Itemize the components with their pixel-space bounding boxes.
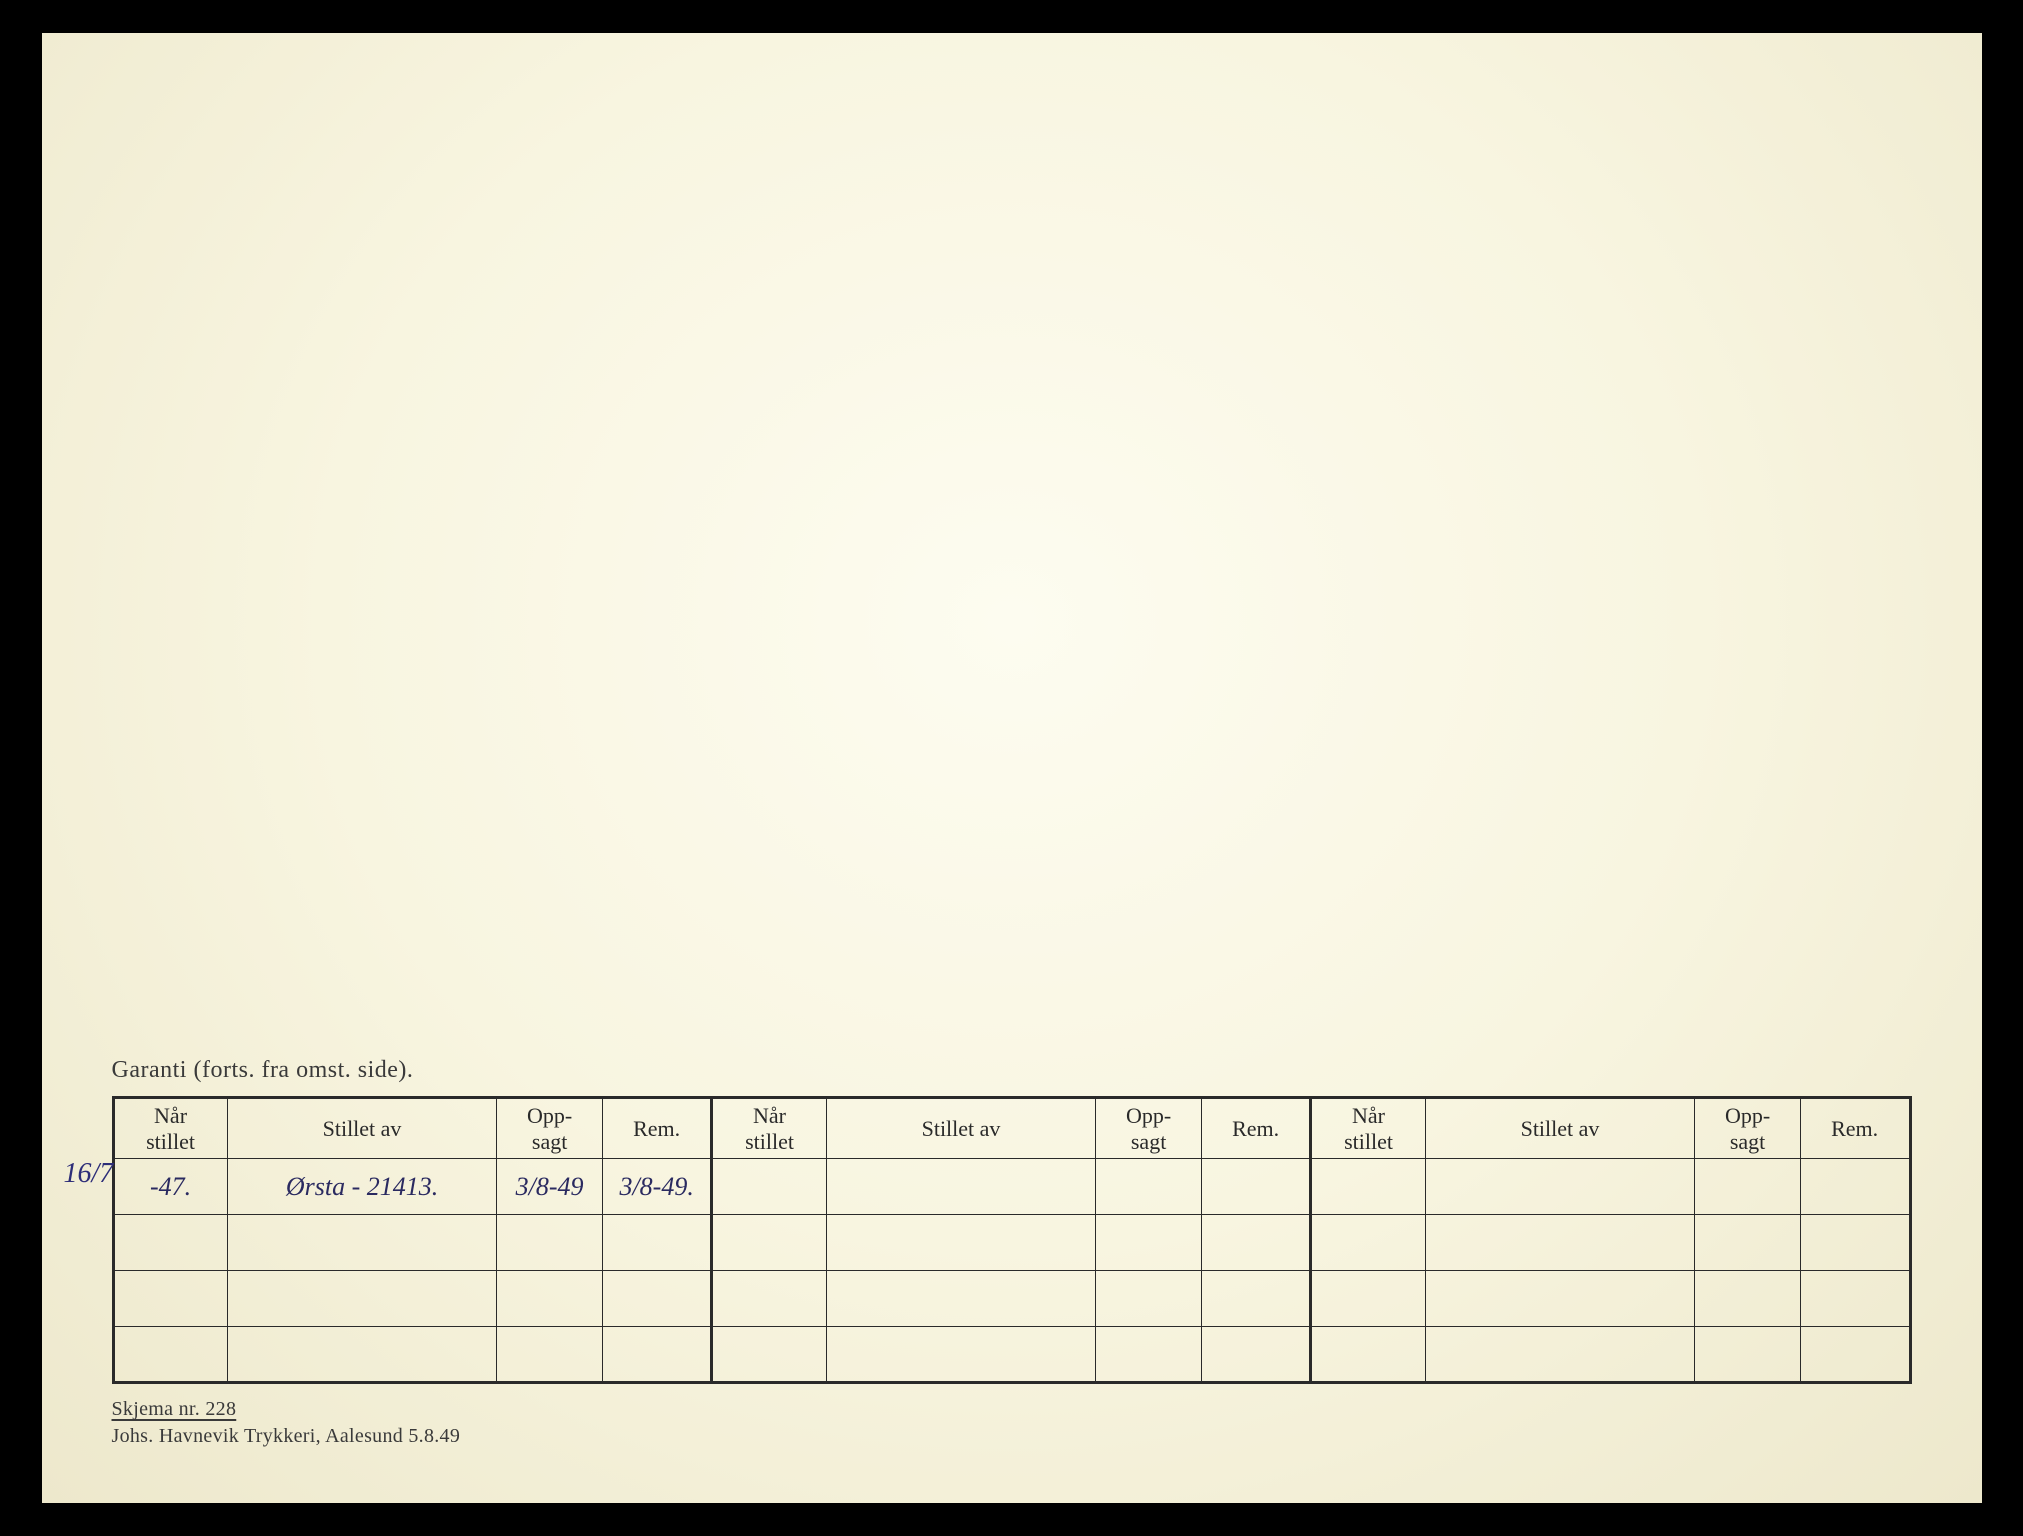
cell-empty bbox=[1695, 1159, 1800, 1215]
cell-empty bbox=[1800, 1271, 1910, 1327]
table-row: -47. Ørsta - 21413. 3/8-49 3/8-49. bbox=[113, 1159, 1910, 1215]
header-rem-3: Rem. bbox=[1800, 1098, 1910, 1159]
cell-empty bbox=[1311, 1159, 1425, 1215]
cell-empty bbox=[1800, 1159, 1910, 1215]
header-rem-2: Rem. bbox=[1201, 1098, 1311, 1159]
footer: Skjema nr. 228 Johs. Havnevik Trykkeri, … bbox=[112, 1398, 1912, 1448]
cell-r0-nar-1: -47. bbox=[113, 1159, 227, 1215]
table-caption: Garanti (forts. fra omst. side). bbox=[112, 1057, 1912, 1084]
cell-empty bbox=[227, 1327, 497, 1383]
garanti-table: Nårstillet Stillet av Opp-sagt Rem. Nårs… bbox=[112, 1096, 1912, 1384]
table-row bbox=[113, 1327, 1910, 1383]
cell-empty bbox=[712, 1271, 826, 1327]
footer-line1: Skjema nr. 228 bbox=[112, 1398, 237, 1421]
cell-empty bbox=[1311, 1215, 1425, 1271]
cell-empty bbox=[712, 1215, 826, 1271]
cell-empty bbox=[1695, 1215, 1800, 1271]
cell-empty bbox=[1800, 1215, 1910, 1271]
cell-empty bbox=[113, 1215, 227, 1271]
cell-r0-opp-1: 3/8-49 bbox=[497, 1159, 602, 1215]
cell-empty bbox=[1425, 1215, 1695, 1271]
header-stillet-av-3: Stillet av bbox=[1425, 1098, 1695, 1159]
cell-empty bbox=[1096, 1271, 1201, 1327]
cell-empty bbox=[1695, 1271, 1800, 1327]
cell-empty bbox=[1695, 1327, 1800, 1383]
cell-empty bbox=[712, 1327, 826, 1383]
table-body: -47. Ørsta - 21413. 3/8-49 3/8-49. bbox=[113, 1159, 1910, 1383]
cell-empty bbox=[1201, 1215, 1311, 1271]
cell-empty bbox=[1800, 1327, 1910, 1383]
header-stillet-av-1: Stillet av bbox=[227, 1098, 497, 1159]
cell-r0-rem-1: 3/8-49. bbox=[602, 1159, 712, 1215]
cell-empty bbox=[826, 1271, 1096, 1327]
cell-empty bbox=[826, 1215, 1096, 1271]
cell-empty bbox=[602, 1327, 712, 1383]
cell-empty bbox=[826, 1159, 1096, 1215]
header-oppsagt-2: Opp-sagt bbox=[1096, 1098, 1201, 1159]
table-header: Nårstillet Stillet av Opp-sagt Rem. Nårs… bbox=[113, 1098, 1910, 1159]
cell-empty bbox=[712, 1159, 826, 1215]
cell-empty bbox=[497, 1271, 602, 1327]
cell-empty bbox=[1311, 1271, 1425, 1327]
cell-empty bbox=[1096, 1327, 1201, 1383]
header-rem-1: Rem. bbox=[602, 1098, 712, 1159]
cell-empty bbox=[1425, 1159, 1695, 1215]
document-page: Garanti (forts. fra omst. side). 16/7 Nå… bbox=[42, 33, 1982, 1503]
table-wrapper: 16/7 Nårstillet Stillet av Opp-sagt Rem.… bbox=[112, 1096, 1912, 1384]
cell-empty bbox=[113, 1271, 227, 1327]
cell-empty bbox=[1311, 1327, 1425, 1383]
header-nar-stillet-1: Nårstillet bbox=[113, 1098, 227, 1159]
cell-empty bbox=[826, 1327, 1096, 1383]
cell-empty bbox=[1201, 1159, 1311, 1215]
cell-empty bbox=[227, 1271, 497, 1327]
header-oppsagt-1: Opp-sagt bbox=[497, 1098, 602, 1159]
cell-empty bbox=[1096, 1159, 1201, 1215]
table-row bbox=[113, 1271, 1910, 1327]
cell-r0-stillet-1: Ørsta - 21413. bbox=[227, 1159, 497, 1215]
cell-empty bbox=[113, 1327, 227, 1383]
cell-empty bbox=[227, 1215, 497, 1271]
cell-empty bbox=[1096, 1215, 1201, 1271]
header-row: Nårstillet Stillet av Opp-sagt Rem. Nårs… bbox=[113, 1098, 1910, 1159]
header-nar-stillet-3: Nårstillet bbox=[1311, 1098, 1425, 1159]
cell-empty bbox=[602, 1215, 712, 1271]
header-oppsagt-3: Opp-sagt bbox=[1695, 1098, 1800, 1159]
cell-empty bbox=[1201, 1271, 1311, 1327]
cell-empty bbox=[1425, 1327, 1695, 1383]
cell-empty bbox=[497, 1215, 602, 1271]
cell-empty bbox=[1425, 1271, 1695, 1327]
footer-line2: Johs. Havnevik Trykkeri, Aalesund 5.8.49 bbox=[112, 1425, 461, 1447]
cell-empty bbox=[497, 1327, 602, 1383]
content-area: Garanti (forts. fra omst. side). 16/7 Nå… bbox=[112, 1057, 1912, 1448]
cell-empty bbox=[1201, 1327, 1311, 1383]
header-nar-stillet-2: Nårstillet bbox=[712, 1098, 826, 1159]
table-row bbox=[113, 1215, 1910, 1271]
header-stillet-av-2: Stillet av bbox=[826, 1098, 1096, 1159]
margin-handwriting: 16/7 bbox=[64, 1158, 114, 1190]
cell-empty bbox=[602, 1271, 712, 1327]
